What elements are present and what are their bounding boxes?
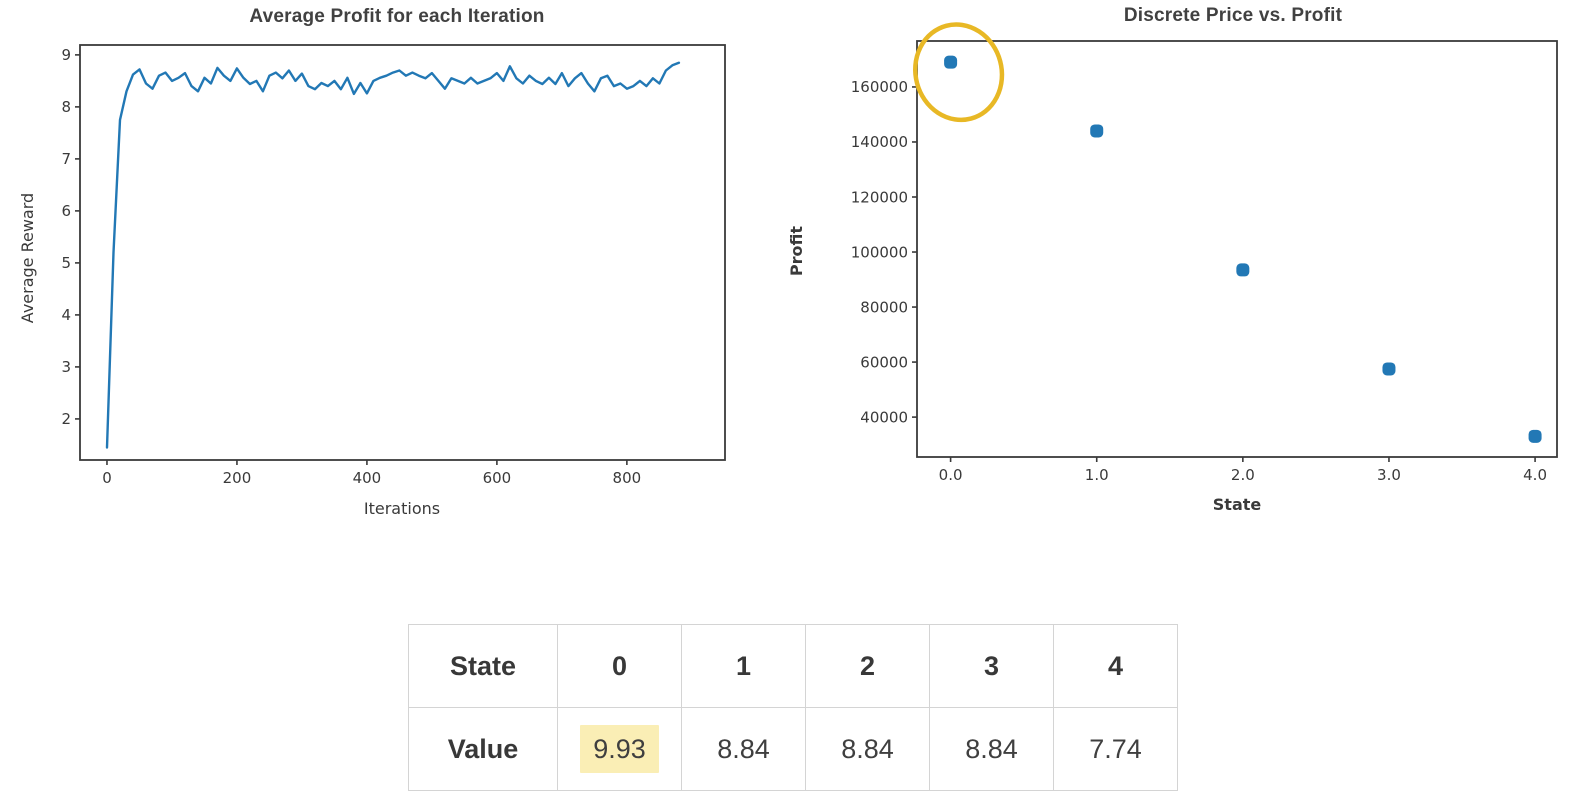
x-tick-label: 1.0 bbox=[1085, 466, 1109, 484]
y-tick-label: 80000 bbox=[860, 298, 908, 316]
y-tick-label: 7 bbox=[61, 150, 71, 168]
y-tick-label: 120000 bbox=[851, 188, 908, 206]
table-header-row: State 0 1 2 3 4 bbox=[408, 624, 1178, 708]
x-axis-label: State bbox=[1213, 495, 1262, 514]
x-tick-label: 0 bbox=[102, 469, 112, 487]
value-cell-2: 8.84 bbox=[805, 707, 930, 791]
table-corner-state-label: State bbox=[408, 624, 558, 708]
y-tick-label: 140000 bbox=[851, 133, 908, 151]
state-col-header-0: 0 bbox=[557, 624, 682, 708]
line-chart-svg: Average Profit for each Iteration Iterati… bbox=[18, 6, 726, 518]
chart-title: Average Profit for each Iteration bbox=[249, 6, 544, 27]
x-tick-label: 800 bbox=[613, 469, 642, 487]
y-axis-label: Average Reward bbox=[18, 193, 37, 323]
profit-data-point bbox=[1090, 124, 1104, 138]
table-value-row: Value 9.93 8.84 8.84 8.84 7.74 bbox=[408, 707, 1178, 791]
y-tick-label: 100000 bbox=[851, 243, 908, 261]
reward-line-series bbox=[105, 61, 681, 449]
state-value-table-grid: State 0 1 2 3 4 Value 9.93 8.84 8.84 8.8… bbox=[408, 624, 1178, 791]
y-tick-label: 5 bbox=[61, 254, 71, 272]
value-cell-1: 8.84 bbox=[681, 707, 806, 791]
x-tick-label: 600 bbox=[483, 469, 512, 487]
y-axis-label: Profit bbox=[787, 226, 806, 276]
profit-data-point bbox=[1236, 263, 1250, 277]
y-tick-label: 6 bbox=[61, 202, 71, 220]
x-tick-label: 3.0 bbox=[1377, 466, 1401, 484]
plot-border bbox=[79, 44, 726, 461]
state-col-header-1: 1 bbox=[681, 624, 806, 708]
scatter-chart-price-vs-profit: Discrete Price vs. Profit State Profit 0.0 1… bbox=[780, 0, 1577, 550]
y-tick-label: 4 bbox=[61, 306, 71, 324]
value-cell-3: 8.84 bbox=[929, 707, 1054, 791]
y-tick-label: 160000 bbox=[851, 78, 908, 96]
x-tick-label: 0.0 bbox=[939, 466, 963, 484]
y-tick-label: 60000 bbox=[860, 353, 908, 371]
x-axis-label: Iterations bbox=[364, 499, 440, 518]
y-tick-label: 3 bbox=[61, 358, 71, 376]
scatter-chart-svg: Discrete Price vs. Profit State Profit 0.0 1… bbox=[787, 5, 1558, 514]
value-cell-0: 9.93 bbox=[557, 707, 682, 791]
plot-border bbox=[916, 40, 1558, 458]
y-tick-label: 40000 bbox=[860, 408, 908, 426]
profit-data-point bbox=[944, 55, 958, 69]
state-value-table: State 0 1 2 3 4 Value 9.93 8.84 8.84 8.8… bbox=[408, 624, 1178, 791]
y-tick-label: 9 bbox=[61, 46, 71, 64]
chart-title: Discrete Price vs. Profit bbox=[1124, 5, 1343, 26]
x-tick-label: 4.0 bbox=[1523, 466, 1547, 484]
line-chart-average-profit: Average Profit for each Iteration Iterati… bbox=[0, 0, 780, 550]
highlighted-value: 9.93 bbox=[580, 724, 659, 773]
value-row-label: Value bbox=[408, 707, 558, 791]
x-tick-label: 400 bbox=[353, 469, 382, 487]
highlight-circle-annotation bbox=[913, 22, 1005, 123]
x-tick-label: 200 bbox=[223, 469, 252, 487]
state-col-header-3: 3 bbox=[929, 624, 1054, 708]
value-cell-4: 7.74 bbox=[1053, 707, 1178, 791]
x-tick-label: 2.0 bbox=[1231, 466, 1255, 484]
y-tick-label: 2 bbox=[61, 410, 71, 428]
y-tick-label: 8 bbox=[61, 98, 71, 116]
state-col-header-4: 4 bbox=[1053, 624, 1178, 708]
profit-data-point bbox=[1382, 362, 1396, 376]
state-col-header-2: 2 bbox=[805, 624, 930, 708]
profit-data-point bbox=[1528, 429, 1542, 443]
